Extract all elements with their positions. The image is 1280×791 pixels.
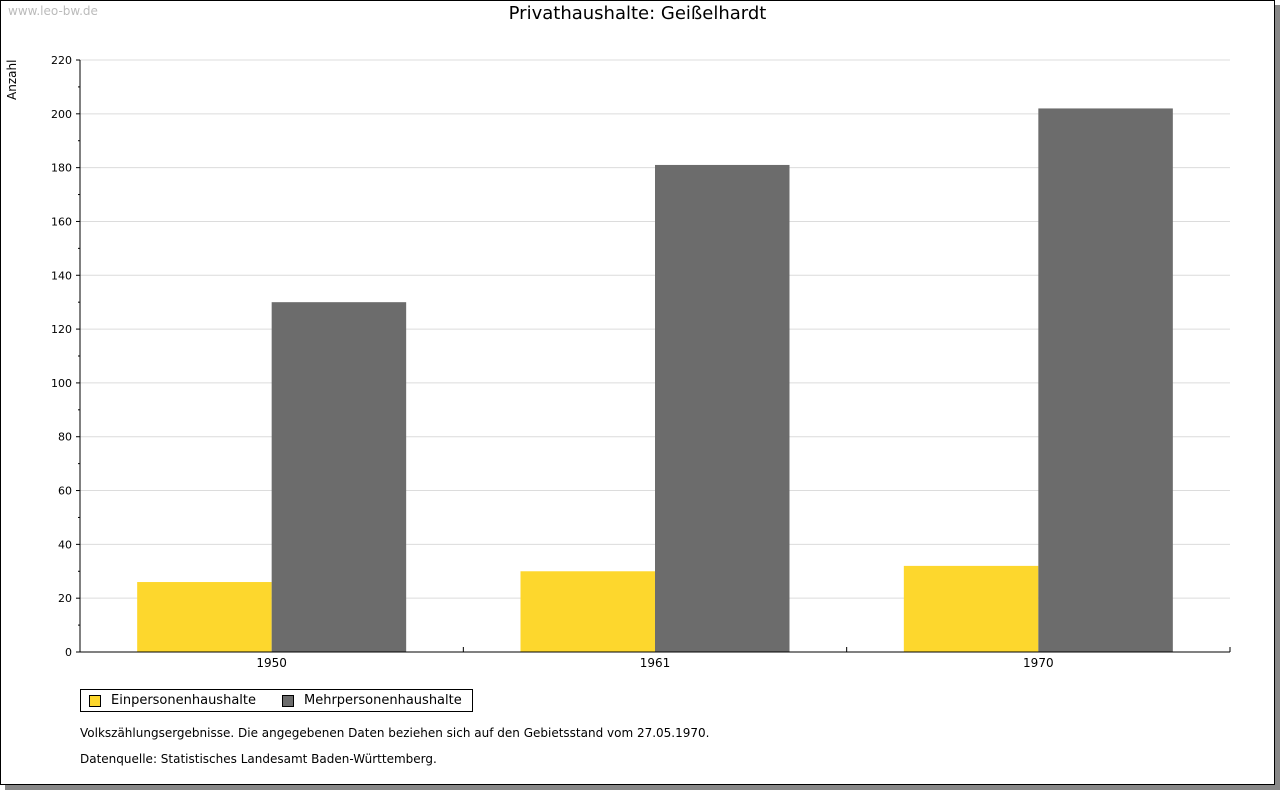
y-tick-label: 180	[51, 162, 72, 175]
x-tick-label: 1961	[640, 656, 671, 670]
legend-item: Mehrpersonenhaushalte	[282, 693, 462, 708]
x-tick-label: 1970	[1023, 656, 1054, 670]
legend-label: Einpersonenhaushalte	[111, 693, 256, 708]
legend-swatch	[282, 694, 294, 707]
bar-mehrpersonen-1961	[655, 164, 790, 653]
footnote: Volkszählungsergebnisse. Die angegebenen…	[80, 726, 710, 740]
y-tick-label: 220	[51, 54, 72, 67]
legend-swatch	[89, 694, 101, 707]
chart-title: Privathaushalte: Geißelhardt	[508, 3, 767, 24]
watermark: www.leo-bw.de	[8, 4, 98, 18]
legend-label: Mehrpersonenhaushalte	[304, 693, 462, 708]
y-tick-label: 160	[51, 215, 72, 228]
y-tick-label: 120	[51, 323, 72, 336]
bar-einpersonen-1961	[520, 571, 655, 652]
y-tick-label: 100	[51, 377, 72, 390]
bar-einpersonen-1970	[903, 565, 1039, 652]
bar-mehrpersonen-1950	[271, 302, 407, 652]
source-note: Datenquelle: Statistisches Landesamt Bad…	[80, 752, 437, 766]
y-tick-label: 0	[65, 646, 72, 659]
legend-item: Einpersonenhaushalte	[89, 693, 256, 708]
y-tick-label: 200	[51, 108, 72, 121]
bar-einpersonen-1950	[137, 582, 272, 652]
x-tick-label: 1950	[256, 656, 287, 670]
y-tick-label: 60	[58, 485, 72, 498]
y-tick-label: 80	[58, 431, 72, 444]
y-tick-label: 140	[51, 269, 72, 282]
legend: Einpersonenhaushalte Mehrpersonenhaushal…	[80, 689, 473, 712]
bar-mehrpersonen-1970	[1038, 108, 1173, 653]
y-tick-label: 40	[58, 538, 72, 551]
y-tick-label: 20	[58, 592, 72, 605]
